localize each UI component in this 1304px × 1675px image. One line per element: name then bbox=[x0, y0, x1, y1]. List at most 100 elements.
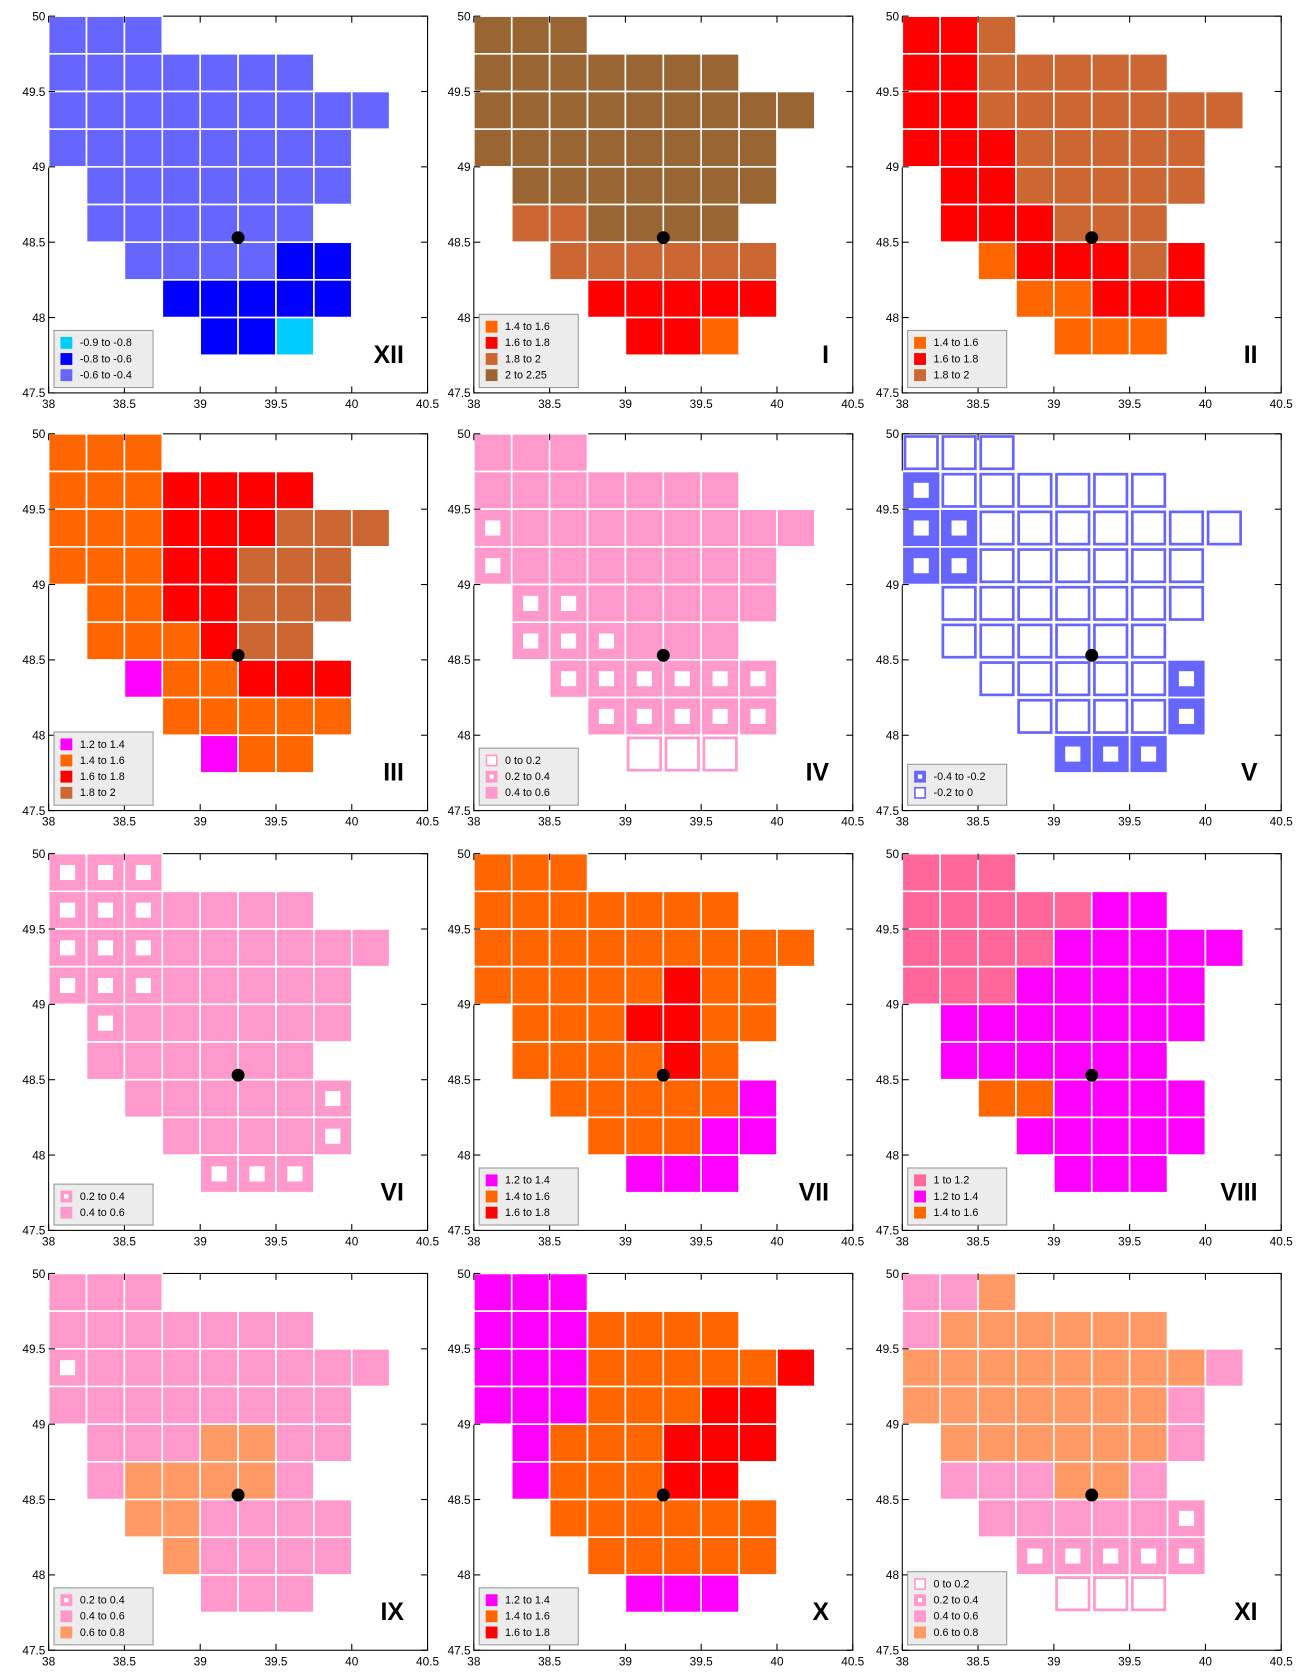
x-tick-label: 38.5 bbox=[113, 815, 136, 829]
x-tick-label: 39 bbox=[619, 397, 633, 411]
grid-cell bbox=[1055, 1576, 1091, 1612]
grid-cell bbox=[939, 1385, 979, 1425]
grid-cell bbox=[350, 508, 391, 548]
grid-cell bbox=[510, 965, 551, 1006]
site-marker bbox=[656, 1068, 670, 1082]
grid-cell bbox=[161, 128, 202, 168]
grid-cell bbox=[662, 1003, 703, 1043]
grid-cell bbox=[1204, 928, 1245, 968]
legend-swatch bbox=[485, 353, 498, 365]
legend-swatch bbox=[485, 369, 498, 382]
grid-cell bbox=[548, 1310, 589, 1350]
grid-cell bbox=[700, 1078, 740, 1119]
grid-cell bbox=[47, 1310, 88, 1350]
grid-cell bbox=[275, 1041, 315, 1081]
grid-cell bbox=[939, 1461, 979, 1501]
legend-swatch bbox=[914, 1206, 926, 1219]
grid-cell bbox=[473, 1272, 513, 1312]
grid-cell bbox=[199, 1385, 239, 1425]
grid-cell bbox=[313, 696, 353, 737]
grid-cell bbox=[939, 852, 979, 893]
grid-cell bbox=[510, 1003, 551, 1043]
x-tick-label: 39 bbox=[194, 815, 208, 829]
grid-cell bbox=[199, 53, 239, 93]
cell-dot bbox=[598, 633, 615, 649]
legend-label: -0.2 to 0 bbox=[933, 787, 972, 799]
grid-cell bbox=[237, 1348, 277, 1388]
grid-cell bbox=[624, 546, 665, 586]
grid-cell bbox=[776, 508, 816, 548]
grid-cell bbox=[738, 1498, 778, 1539]
grid-cell bbox=[199, 128, 239, 168]
grid-cell bbox=[624, 1348, 665, 1388]
grid-cell bbox=[700, 890, 740, 930]
grid-cell bbox=[624, 1385, 665, 1425]
grid-cell bbox=[586, 546, 627, 586]
grid-cell bbox=[700, 1041, 740, 1081]
grid-cell bbox=[700, 1385, 740, 1425]
grid-cell bbox=[624, 279, 665, 319]
grid-cell bbox=[47, 90, 88, 130]
grid-cell bbox=[275, 203, 315, 244]
grid-cell bbox=[1017, 548, 1053, 584]
cell-dot bbox=[1178, 1548, 1195, 1564]
grid-cell bbox=[586, 1536, 627, 1576]
grid-cell bbox=[1090, 928, 1131, 968]
grid-cell bbox=[199, 470, 239, 510]
x-tick-label: 39.5 bbox=[264, 1234, 287, 1248]
grid-cell bbox=[664, 736, 700, 772]
grid-cell bbox=[473, 128, 513, 168]
grid-cell bbox=[313, 241, 353, 281]
legend-label: 1.8 to 2 bbox=[80, 787, 116, 799]
grid-cell bbox=[237, 1536, 277, 1576]
y-tick-label: 48 bbox=[886, 1148, 900, 1162]
grid-cell bbox=[510, 1272, 551, 1312]
grid-cell bbox=[586, 1116, 627, 1156]
grid-cell bbox=[161, 241, 202, 281]
grid-cell bbox=[123, 1003, 164, 1043]
grid-cell bbox=[977, 53, 1017, 93]
legend-label: 1.8 to 2 bbox=[933, 370, 969, 382]
grid-cell bbox=[624, 316, 665, 357]
x-tick-label: 38 bbox=[42, 815, 56, 829]
y-tick-label: 48.5 bbox=[448, 1493, 471, 1507]
grid-cell bbox=[1168, 510, 1205, 546]
grid-cell bbox=[586, 965, 627, 1006]
legend-swatch-dot bbox=[917, 774, 923, 779]
grid-cell bbox=[275, 1078, 315, 1119]
grid-cell bbox=[473, 470, 513, 510]
site-marker bbox=[1085, 231, 1099, 245]
grid-cell bbox=[548, 1078, 589, 1119]
grid-cell bbox=[275, 583, 315, 624]
grid-cell bbox=[161, 928, 202, 968]
grid-cell bbox=[776, 1348, 816, 1388]
y-tick-label: 48.5 bbox=[448, 236, 471, 250]
legend-label: 1.4 to 1.6 bbox=[505, 321, 550, 333]
grid-cell bbox=[939, 53, 979, 93]
legend-swatch bbox=[914, 1578, 926, 1590]
grid-cell bbox=[275, 1116, 315, 1156]
x-tick-label: 38 bbox=[896, 1234, 910, 1248]
grid-cell bbox=[700, 1574, 740, 1614]
grid-cell bbox=[1166, 128, 1207, 168]
x-tick-label: 40 bbox=[345, 397, 359, 411]
x-tick-label: 40 bbox=[770, 1654, 784, 1668]
grid-cell bbox=[1166, 241, 1207, 281]
grid-cell bbox=[510, 1423, 551, 1463]
grid-cell bbox=[237, 1498, 277, 1539]
grid-cell bbox=[624, 1310, 665, 1350]
legend-label: 1.4 to 1.6 bbox=[933, 337, 978, 349]
grid-cell bbox=[123, 659, 164, 699]
grid-cell bbox=[1090, 1348, 1131, 1388]
grid-cell bbox=[1015, 1385, 1055, 1425]
grid-cell bbox=[1128, 1041, 1169, 1081]
grid-cell bbox=[473, 15, 513, 55]
grid-cell bbox=[350, 90, 391, 130]
grid-cell bbox=[662, 1498, 703, 1539]
grid-cell bbox=[1090, 890, 1131, 930]
legend-swatch bbox=[60, 1626, 73, 1639]
y-tick-label: 49.5 bbox=[448, 502, 471, 516]
grid-cell bbox=[548, 546, 589, 586]
map-panel: 38 38.5 39 39.5 40 40.5 47.5 48 48.5 49 49.5 50 -0.4… bbox=[876, 427, 1293, 829]
grid-cell bbox=[1053, 1116, 1093, 1156]
